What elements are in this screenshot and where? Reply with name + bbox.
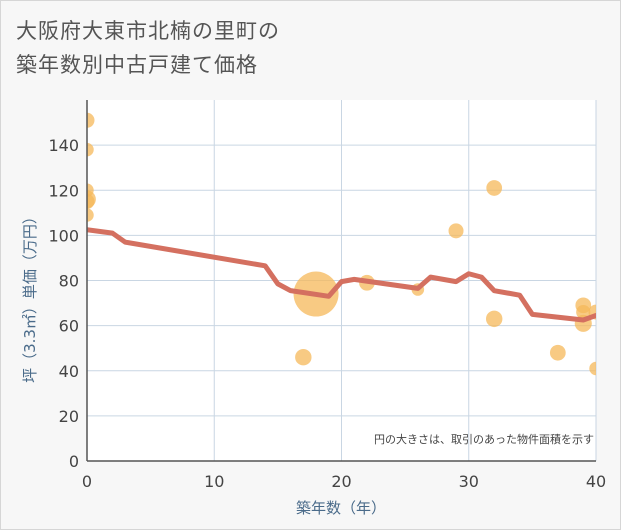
axes — [86, 100, 596, 462]
grid-lines — [87, 100, 597, 461]
y-tick-4: 80 — [59, 272, 79, 291]
bubble-point-18 — [589, 361, 596, 376]
chart-title-line-2: 築年数別中古戸建て価格 — [16, 53, 258, 77]
chart-note: 円の大きさは、取引のあった物件面積を示す — [374, 432, 594, 446]
bubble-point-6 — [295, 348, 312, 366]
bubble-point-13 — [549, 344, 566, 361]
bubble-point-10 — [448, 223, 464, 239]
y-tick-6: 120 — [48, 181, 79, 200]
bubble-point-5 — [87, 208, 94, 222]
chart-title-line-1: 大阪府大東市北楠の里町の — [16, 19, 280, 43]
x-tick-labels: 0 10 20 30 40 — [82, 472, 606, 491]
x-tick-2: 20 — [331, 472, 351, 491]
x-axis-label: 築年数（年） — [296, 499, 386, 517]
y-tick-0: 0 — [69, 452, 79, 471]
bubble-point-4 — [87, 194, 95, 210]
x-tick-0: 0 — [82, 472, 92, 491]
y-tick-3: 60 — [59, 317, 79, 336]
trend-series — [87, 227, 596, 323]
bubble-point-1 — [87, 142, 94, 157]
x-tick-1: 10 — [204, 472, 224, 491]
y-tick-2: 40 — [59, 362, 79, 381]
y-tick-1: 20 — [59, 407, 79, 426]
y-tick-labels: 0 20 40 60 80 100 120 140 — [48, 136, 79, 471]
bubble-point-12 — [485, 310, 503, 328]
x-tick-4: 40 — [586, 472, 606, 491]
bubble-point-0 — [87, 112, 95, 128]
y-tick-5: 100 — [48, 226, 79, 245]
x-tick-3: 30 — [459, 472, 479, 491]
y-tick-7: 140 — [48, 136, 79, 155]
trend-line — [87, 227, 596, 323]
chart-title: 大阪府大東市北楠の里町の 築年数別中古戸建て価格 — [16, 14, 436, 82]
y-axis-label: 坪（3.3㎡）単価（万円） — [21, 209, 39, 383]
bubble-point-11 — [486, 180, 503, 196]
